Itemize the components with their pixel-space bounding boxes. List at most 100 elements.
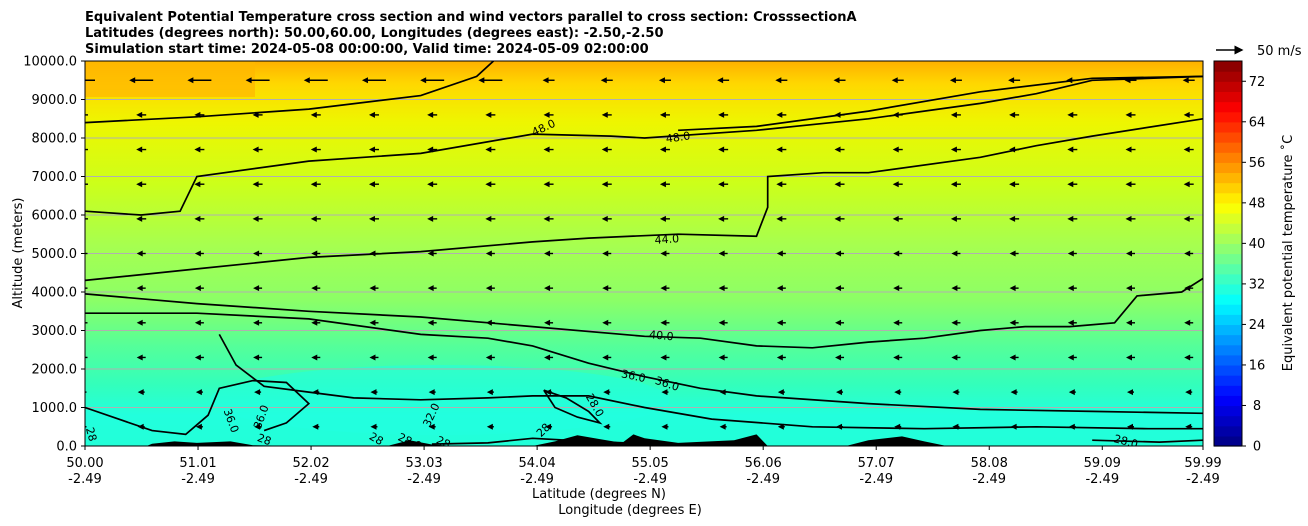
wind-vector xyxy=(949,77,962,84)
wind-vector xyxy=(368,111,379,118)
x-tick-lat-4: 54.04 xyxy=(519,456,556,471)
wind-vector xyxy=(777,423,785,430)
x-axis-label-longitude: Longitude (degrees E) xyxy=(558,503,702,518)
wind-vector xyxy=(544,319,554,326)
wind-vector xyxy=(1183,111,1194,118)
wind-vector xyxy=(1125,354,1135,361)
colorbar-tick-label-5: 40 xyxy=(1249,237,1266,252)
wind-vector xyxy=(136,181,147,188)
x-tick-lat-7: 57.07 xyxy=(858,456,895,471)
wind-vector xyxy=(603,389,611,396)
wind-vector xyxy=(658,77,671,84)
wind-vector xyxy=(659,181,670,188)
x-tick-lon-8: -2.49 xyxy=(972,472,1006,487)
wind-vector xyxy=(602,250,612,257)
wind-vector xyxy=(776,215,787,222)
wind-vector xyxy=(1009,319,1019,326)
wind-vector xyxy=(1126,389,1134,396)
colorbar-band xyxy=(1214,334,1242,346)
wind-vector xyxy=(1067,354,1077,361)
wind-vector xyxy=(370,389,378,396)
wind-vector xyxy=(1183,146,1194,153)
wind-vector xyxy=(136,146,147,153)
x-tick-lon-6: -2.49 xyxy=(746,472,780,487)
x-tick-lon-4: -2.49 xyxy=(520,472,554,487)
wind-vector xyxy=(311,354,321,361)
wind-vector xyxy=(835,285,845,292)
colorbar-band xyxy=(1214,294,1242,305)
colorbar-tick-label-0: 0 xyxy=(1253,440,1261,455)
quiver-key-label: 50 m/s xyxy=(1257,44,1302,59)
wind-vector xyxy=(485,215,496,222)
x-tick-lat-9: 59.09 xyxy=(1084,456,1121,471)
wind-vector xyxy=(893,285,903,292)
wind-vector xyxy=(600,77,613,84)
colorbar-band xyxy=(1214,182,1242,194)
chart-title-line-3: Simulation start time: 2024-05-08 00:00:… xyxy=(85,42,649,57)
wind-vector xyxy=(718,285,728,292)
wind-vector xyxy=(427,111,438,118)
warm-patch-upper-left xyxy=(85,61,255,97)
wind-vector xyxy=(776,354,786,361)
colorbar-band xyxy=(1214,395,1242,407)
colorbar-band xyxy=(1214,61,1242,72)
wind-vector xyxy=(310,146,321,153)
wind-vector xyxy=(833,77,846,84)
wind-vector xyxy=(892,215,903,222)
wind-vector xyxy=(370,423,378,430)
contour-label-10: 28 xyxy=(83,426,99,443)
colorbar-band xyxy=(1214,435,1242,447)
wind-vector xyxy=(1067,215,1078,222)
wind-vector xyxy=(369,250,379,257)
wind-vector xyxy=(1184,285,1194,292)
x-axis-ticks: 50.00-2.4951.01-2.4952.02-2.4953.03-2.49… xyxy=(66,446,1222,487)
colorbar-band xyxy=(1214,142,1242,153)
wind-vector xyxy=(718,215,729,222)
y-tick-label-2: 2000.0 xyxy=(32,363,78,378)
colorbar-band xyxy=(1214,344,1242,356)
contour-line-0 xyxy=(85,61,495,124)
x-tick-lon-7: -2.49 xyxy=(859,472,893,487)
wind-vector xyxy=(718,181,729,188)
colorbar-band xyxy=(1214,385,1242,396)
wind-vector xyxy=(834,146,845,153)
wind-vector xyxy=(775,77,788,84)
wind-vector xyxy=(776,319,786,326)
x-tick-lat-8: 58.08 xyxy=(971,456,1008,471)
wind-vector xyxy=(894,389,902,396)
wind-vector xyxy=(85,287,88,289)
wind-vector xyxy=(194,250,204,257)
wind-vector xyxy=(427,354,437,361)
wind-vector xyxy=(368,146,379,153)
wind-vector xyxy=(543,146,554,153)
wind-vector xyxy=(834,111,845,118)
wind-vector xyxy=(485,146,496,153)
x-tick-lon-3: -2.49 xyxy=(407,472,441,487)
colorbar-band xyxy=(1214,91,1242,103)
y-tick-label-9: 9000.0 xyxy=(32,93,78,108)
wind-vector xyxy=(1183,181,1194,188)
wind-vector xyxy=(427,285,437,292)
wind-vector xyxy=(951,285,961,292)
wind-vectors xyxy=(85,77,1195,430)
wind-vector xyxy=(253,319,263,326)
wind-vector xyxy=(602,285,612,292)
wind-vector xyxy=(1009,354,1019,361)
wind-vector xyxy=(85,79,95,81)
contour-label-12: 28 xyxy=(367,430,386,448)
y-tick-label-5: 5000.0 xyxy=(32,247,78,262)
wind-vector xyxy=(427,146,438,153)
x-tick-lat-5: 55.05 xyxy=(632,456,669,471)
y-tick-label-10: 10000.0 xyxy=(23,55,77,70)
wind-vector xyxy=(311,319,321,326)
colorbar-tick-label-4: 32 xyxy=(1249,277,1266,292)
wind-vector xyxy=(1184,250,1194,257)
x-tick-lat-3: 53.03 xyxy=(405,456,442,471)
wind-vector xyxy=(952,423,960,430)
wind-vector xyxy=(776,285,786,292)
wind-vector xyxy=(661,389,669,396)
wind-vector xyxy=(129,77,154,84)
y-axis-label: Altitude (meters) xyxy=(11,198,26,309)
x-tick-lon-9: -2.49 xyxy=(1085,472,1119,487)
contour-label-1: 48.0 xyxy=(665,129,691,145)
